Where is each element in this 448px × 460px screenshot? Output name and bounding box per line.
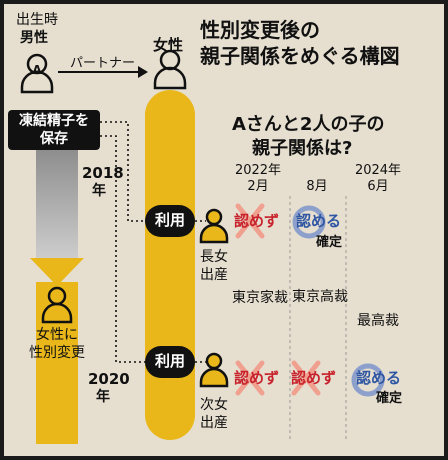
use-label-1: 利用	[154, 211, 185, 229]
frozen-sperm-line-2: 保存	[40, 131, 68, 147]
timeline-date-3-month: 6月	[367, 179, 389, 194]
circle-icon	[292, 205, 326, 239]
x-icon	[291, 360, 321, 396]
second-daughter-line-1: 次女	[200, 397, 228, 413]
question-line-2: 親子関係は?	[252, 138, 353, 159]
use-pill-2	[145, 346, 195, 378]
frozen-sperm-box	[8, 110, 100, 150]
second-daughter-icon	[199, 352, 229, 388]
first-daughter-line-1: 長女	[200, 249, 228, 265]
gender-change-arrow	[30, 258, 84, 286]
person-a-letter: A	[32, 63, 42, 77]
use-pill-1	[145, 205, 195, 237]
year-2018-suffix: 年	[92, 183, 106, 199]
court-3-label: 最高裁	[357, 313, 399, 329]
partner-label: 女性	[153, 36, 184, 54]
ruling-2-finalized: 確定	[376, 391, 403, 406]
person-a-female-icon	[41, 286, 73, 324]
partner-arrow-head	[138, 66, 148, 78]
x-icon	[235, 203, 265, 239]
first-daughter-icon	[199, 208, 229, 244]
court-2-label: 東京高裁	[292, 289, 348, 305]
second-daughter-line-2: 出産	[200, 415, 228, 431]
connector-to-use-1	[100, 121, 148, 222]
timeline-date-3-year: 2024年	[354, 163, 402, 178]
ruling-1-finalized: 確定	[316, 235, 343, 250]
a-yellow-bar	[36, 282, 78, 444]
a-gray-bar	[36, 150, 78, 262]
court-1-label: 東京家裁	[232, 290, 288, 306]
ruling-1-tokyo-high-court: 認める	[296, 212, 342, 230]
ruling-2-supreme-court: 認める	[356, 369, 402, 387]
title-line-2: 親子関係をめぐる構図	[200, 44, 400, 68]
timeline-date-1-month: 2月	[247, 179, 269, 194]
frozen-sperm-line-1: 凍結精子を	[19, 113, 89, 129]
use-label-2: 利用	[154, 352, 185, 370]
timeline-date-1-year: 2022年	[234, 163, 282, 178]
partner-icon	[153, 49, 187, 90]
ruling-2-tokyo-high-court: 認めず	[291, 369, 337, 387]
timeline-date-2-month: 8月	[306, 179, 328, 194]
circle-icon	[351, 363, 385, 397]
year-2020: 2020	[88, 370, 130, 388]
ruling-1-tokyo-family-court: 認めず	[234, 212, 280, 230]
question-line-1: Aさんと2人の子の	[232, 114, 385, 135]
title-line-1: 性別変更後の	[200, 18, 320, 42]
change-line-1: 女性に	[36, 327, 78, 343]
first-daughter-line-2: 出産	[200, 267, 228, 283]
change-line-2: 性別変更	[29, 345, 85, 361]
ruling-2-tokyo-family-court: 認めず	[234, 369, 280, 387]
partner-bar	[145, 90, 195, 440]
caption-birth: 出生時	[16, 12, 58, 28]
x-icon	[235, 360, 265, 396]
partner-arrow-label: パートナー	[70, 56, 136, 71]
year-2020-suffix: 年	[96, 389, 110, 405]
year-2018: 2018	[82, 164, 124, 182]
person-a-icon	[20, 53, 54, 94]
caption-male: 男性	[20, 30, 48, 46]
